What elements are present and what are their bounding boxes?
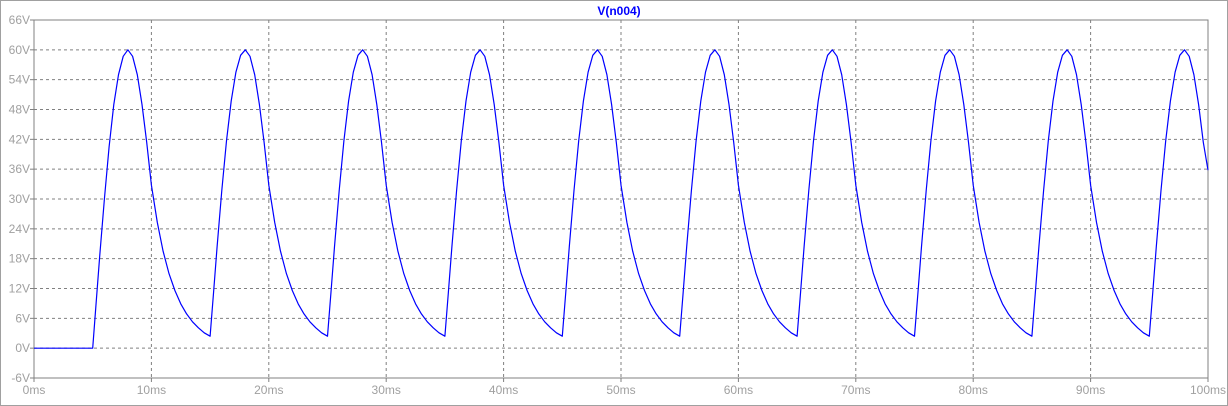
x-tick-label: 30ms xyxy=(372,383,401,397)
x-tick-label: 50ms xyxy=(606,383,635,397)
y-tick-label: 42V xyxy=(9,132,30,146)
y-tick-label: 12V xyxy=(9,282,30,296)
x-tick-label: 80ms xyxy=(959,383,988,397)
x-tick-label: 60ms xyxy=(724,383,753,397)
grid xyxy=(34,20,1208,378)
x-tick-label: 70ms xyxy=(841,383,870,397)
y-tick-label: 66V xyxy=(9,13,30,27)
y-tick-label: 54V xyxy=(9,73,30,87)
y-tick-label: 60V xyxy=(9,43,30,57)
x-tick-label: 0ms xyxy=(23,383,46,397)
x-tick-label: 90ms xyxy=(1076,383,1105,397)
y-tick-label: 36V xyxy=(9,162,30,176)
y-tick-label: 0V xyxy=(15,341,30,355)
x-axis-ticks: 0ms 10ms 20ms 30ms 40ms 50ms 60ms 70ms 80ms 90ms 1… xyxy=(23,378,1226,397)
y-tick-label: 24V xyxy=(9,222,30,236)
x-tick-label: 40ms xyxy=(489,383,518,397)
x-tick-label: 20ms xyxy=(254,383,283,397)
y-tick-label: 30V xyxy=(9,192,30,206)
x-tick-label: 10ms xyxy=(137,383,166,397)
trace-label[interactable]: V(n004) xyxy=(597,4,640,18)
y-tick-label: 18V xyxy=(9,252,30,266)
x-tick-label: 100ms xyxy=(1190,383,1226,397)
y-tick-label: 6V xyxy=(15,311,30,325)
y-tick-label: 48V xyxy=(9,103,30,117)
